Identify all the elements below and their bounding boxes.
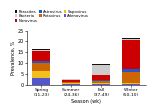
Bar [92, 65, 110, 75]
Legend: Parasites, Bacteria, Norovirus, Astrovirus, Rotavirus, Sapovirus, Adenovirus: Parasites, Bacteria, Norovirus, Astrovir… [15, 10, 89, 23]
Bar [92, 64, 110, 65]
Bar [92, 75, 110, 80]
Bar [32, 50, 50, 51]
Bar [62, 84, 80, 85]
Bar [122, 72, 140, 83]
Bar [122, 83, 140, 84]
X-axis label: Season (wk): Season (wk) [71, 99, 101, 104]
Bar [92, 81, 110, 83]
Bar [32, 63, 50, 71]
Bar [32, 51, 50, 61]
Bar [122, 38, 140, 39]
Bar [62, 80, 80, 82]
Bar [62, 79, 80, 80]
Bar [92, 80, 110, 81]
Bar [122, 69, 140, 72]
Bar [92, 84, 110, 85]
Bar [32, 61, 50, 63]
Bar [122, 40, 140, 69]
Bar [32, 71, 50, 78]
Y-axis label: Prevalence, %: Prevalence, % [11, 41, 15, 75]
Bar [32, 49, 50, 50]
Bar [62, 83, 80, 84]
Bar [32, 78, 50, 85]
Bar [62, 82, 80, 83]
Bar [92, 83, 110, 84]
Bar [122, 39, 140, 40]
Bar [122, 84, 140, 85]
